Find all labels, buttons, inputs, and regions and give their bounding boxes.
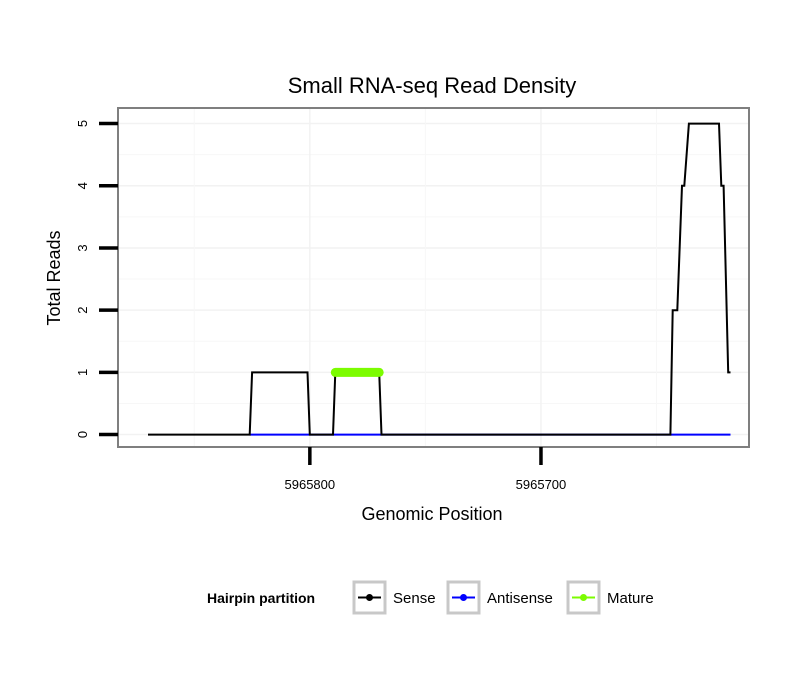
legend-label-mature: Mature — [607, 590, 654, 607]
y-tick-label: 1 — [75, 369, 90, 376]
x-axis-title: Genomic Position — [361, 504, 502, 524]
axis-layer: 0 1 2 3 4 5 5965800 5965700 — [75, 120, 566, 492]
y-tick-label: 5 — [75, 120, 90, 127]
legend-title: Hairpin partition — [207, 590, 315, 606]
x-tick-label: 5965800 — [285, 477, 336, 492]
y-tick-label: 4 — [75, 182, 90, 189]
plot-panel-border — [117, 107, 750, 448]
legend-point-mature — [580, 594, 587, 601]
x-tick-label: 5965700 — [516, 477, 567, 492]
y-tick-label: 2 — [75, 307, 90, 314]
legend-point-antisense — [460, 594, 467, 601]
legend-label-sense: Sense — [393, 590, 436, 607]
series-layer — [148, 122, 731, 436]
legend-entries: Sense Antisense Mature — [352, 580, 654, 615]
y-tick-label: 0 — [75, 431, 90, 438]
y-tick-label: 3 — [75, 244, 90, 251]
y-axis-title: Total Reads — [44, 230, 64, 325]
legend-label-antisense: Antisense — [487, 590, 553, 607]
series-point-mature — [375, 368, 384, 377]
chart-title: Small RNA-seq Read Density — [288, 73, 577, 98]
legend: Hairpin partition Sense Antisense Mature — [207, 580, 654, 615]
grid-lines — [118, 108, 749, 447]
series-line-sense — [148, 122, 731, 436]
legend-point-sense — [366, 594, 373, 601]
